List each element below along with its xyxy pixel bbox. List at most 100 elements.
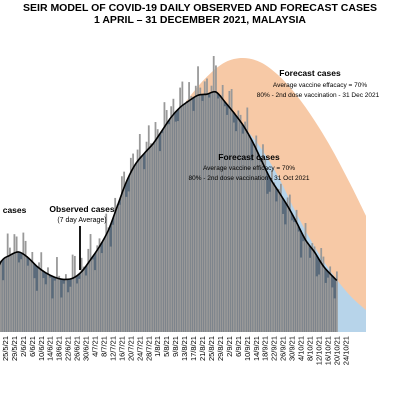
observed-bar bbox=[183, 104, 186, 333]
observed-bar bbox=[235, 131, 238, 332]
observed-bar bbox=[259, 161, 262, 332]
observed-bar bbox=[176, 121, 179, 332]
observed-bar bbox=[250, 160, 253, 332]
x-tick-label: 20/10/21 bbox=[332, 336, 341, 365]
observed-bar bbox=[24, 240, 27, 332]
observed-bar bbox=[85, 275, 87, 332]
observed-bar bbox=[228, 90, 231, 332]
x-tick-label: 14/9/21 bbox=[252, 336, 261, 361]
observed-bar bbox=[56, 257, 58, 332]
observed-bar bbox=[40, 252, 43, 332]
x-tick-label: 8/7/21 bbox=[99, 336, 108, 357]
x-tick-label: 1/8/21 bbox=[153, 336, 162, 357]
observed-cases-sublabel: (7 day Average) bbox=[57, 217, 106, 224]
observed-bar bbox=[190, 96, 193, 332]
observed-bar bbox=[82, 266, 85, 332]
observed-bar bbox=[172, 98, 175, 332]
x-tick-label: 4/10/21 bbox=[297, 336, 306, 361]
observed-bar bbox=[13, 234, 16, 332]
chart-title: SEIR MODEL OF COVID-19 DAILY OBSERVED AN… bbox=[23, 2, 377, 14]
observed-bar bbox=[174, 121, 177, 333]
observed-bar bbox=[212, 56, 215, 332]
observed-bar bbox=[156, 129, 159, 332]
observed-bar bbox=[9, 247, 11, 332]
observed-bar bbox=[197, 66, 199, 332]
observed-bar bbox=[248, 134, 251, 332]
x-tick-label: 2/9/21 bbox=[225, 336, 234, 357]
observed-cases-label: Observed cases bbox=[49, 204, 114, 214]
x-tick-label: 25/8/21 bbox=[207, 336, 216, 361]
observed-bar bbox=[208, 97, 211, 333]
observed-bar bbox=[51, 298, 54, 332]
observed-bar bbox=[241, 133, 244, 332]
observed-bar bbox=[203, 81, 206, 332]
observed-bar bbox=[244, 121, 246, 332]
observed-bar bbox=[232, 122, 235, 332]
x-tick-label: 18/6/21 bbox=[55, 336, 64, 361]
observed-bar bbox=[109, 246, 112, 332]
observed-bar bbox=[329, 266, 332, 332]
observed-bar bbox=[4, 256, 7, 332]
observed-bar bbox=[268, 191, 271, 332]
observed-bar bbox=[107, 227, 110, 332]
observed-bar bbox=[91, 259, 94, 332]
observed-bar bbox=[286, 197, 289, 332]
observed-bar bbox=[185, 100, 188, 332]
observed-bar bbox=[29, 259, 31, 332]
observed-bar bbox=[315, 276, 318, 332]
x-tick-label: 20/7/21 bbox=[126, 336, 135, 361]
observed-bar bbox=[100, 253, 103, 332]
observed-bar bbox=[271, 170, 273, 332]
x-tick-label: 8/10/21 bbox=[306, 336, 315, 361]
observed-bar bbox=[154, 122, 157, 332]
observed-bar bbox=[42, 278, 45, 332]
x-tick-label: 26/9/21 bbox=[279, 336, 288, 361]
observed-bar bbox=[138, 134, 141, 332]
x-tick-label: 16/10/21 bbox=[323, 336, 332, 365]
x-tick-label: 5/8/21 bbox=[162, 336, 171, 357]
observed-bar bbox=[327, 277, 329, 332]
observed-bar bbox=[277, 188, 280, 332]
observed-bar bbox=[288, 194, 291, 332]
observed-bar bbox=[257, 157, 260, 332]
x-tick-label: 2/6/21 bbox=[19, 336, 28, 357]
observed-bar bbox=[221, 84, 224, 332]
observed-bar bbox=[246, 107, 249, 333]
x-tick-label: 9/8/21 bbox=[171, 336, 180, 357]
observed-bar bbox=[20, 259, 23, 332]
observed-bar bbox=[98, 238, 101, 332]
observed-bar bbox=[161, 133, 164, 332]
observed-bar bbox=[132, 153, 134, 332]
observed-bar bbox=[206, 78, 208, 333]
observed-bar bbox=[73, 255, 76, 332]
x-tick-label: 18/9/21 bbox=[261, 336, 270, 361]
x-tick-label: 12/7/21 bbox=[108, 336, 117, 361]
observed-bar bbox=[335, 271, 338, 332]
x-tick-label: 28/7/21 bbox=[144, 336, 153, 361]
observed-bar bbox=[264, 158, 267, 332]
observed-bar bbox=[168, 124, 170, 332]
observed-bar bbox=[6, 233, 9, 332]
observed-bar bbox=[49, 277, 52, 332]
chart-title-block: SEIR MODEL OF COVID-19 DAILY OBSERVED AN… bbox=[0, 2, 400, 26]
observed-bar bbox=[120, 176, 123, 332]
observed-bar bbox=[192, 110, 195, 333]
bar-layer bbox=[0, 56, 338, 333]
observed-bar bbox=[38, 262, 40, 332]
x-tick-label: 4/7/21 bbox=[91, 336, 100, 357]
x-tick-label: 26/6/21 bbox=[73, 336, 82, 361]
observed-bar bbox=[280, 183, 282, 332]
observed-bar bbox=[306, 242, 309, 332]
x-tick-label: 29/8/21 bbox=[216, 336, 225, 361]
observed-bar bbox=[2, 280, 5, 332]
observed-bar bbox=[217, 98, 220, 332]
observed-bar bbox=[295, 209, 298, 332]
observed-bar bbox=[181, 81, 184, 332]
x-tick-label: 29/5/21 bbox=[10, 336, 19, 361]
observed-bar bbox=[201, 100, 204, 332]
observed-bar bbox=[210, 85, 213, 333]
observed-bar bbox=[69, 286, 72, 332]
line-layer bbox=[0, 90, 338, 282]
observed-bar bbox=[253, 145, 255, 332]
observed-bar bbox=[322, 256, 325, 332]
